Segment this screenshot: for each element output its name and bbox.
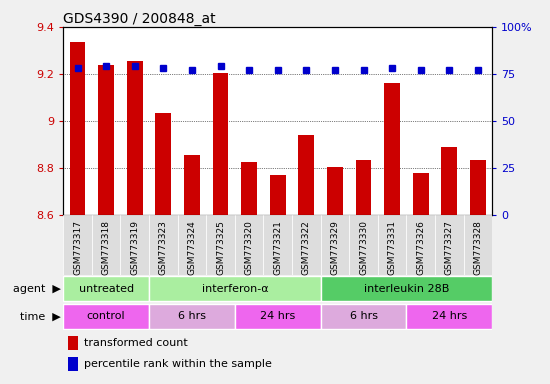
Bar xyxy=(384,83,400,215)
Bar xyxy=(235,304,321,329)
Bar xyxy=(70,42,85,215)
Text: GSM773321: GSM773321 xyxy=(273,220,282,275)
Text: GDS4390 / 200848_at: GDS4390 / 200848_at xyxy=(63,12,216,26)
Bar xyxy=(184,155,200,215)
Text: time  ▶: time ▶ xyxy=(20,311,60,321)
Text: interferon-α: interferon-α xyxy=(201,284,268,294)
Text: untreated: untreated xyxy=(79,284,134,294)
Bar xyxy=(213,73,228,215)
Bar xyxy=(413,173,428,215)
Text: GSM773319: GSM773319 xyxy=(130,220,139,275)
Bar xyxy=(378,215,406,275)
Bar xyxy=(270,175,285,215)
Bar xyxy=(98,65,114,215)
Bar xyxy=(149,276,321,301)
Bar xyxy=(63,276,149,301)
Bar xyxy=(321,276,492,301)
Text: GSM773325: GSM773325 xyxy=(216,220,225,275)
Text: agent  ▶: agent ▶ xyxy=(13,284,60,294)
Bar xyxy=(292,215,321,275)
Bar xyxy=(299,135,314,215)
Bar xyxy=(349,215,378,275)
Bar xyxy=(356,160,371,215)
Bar xyxy=(464,215,492,275)
Text: transformed count: transformed count xyxy=(84,338,188,348)
Bar xyxy=(470,160,486,215)
Bar xyxy=(442,147,457,215)
Text: GSM773323: GSM773323 xyxy=(159,220,168,275)
Text: 6 hrs: 6 hrs xyxy=(350,311,377,321)
Bar xyxy=(68,357,78,371)
Text: GSM773322: GSM773322 xyxy=(302,220,311,275)
Text: GSM773327: GSM773327 xyxy=(445,220,454,275)
Bar xyxy=(68,336,78,349)
Text: GSM773331: GSM773331 xyxy=(388,220,397,275)
Text: percentile rank within the sample: percentile rank within the sample xyxy=(84,359,272,369)
Text: 6 hrs: 6 hrs xyxy=(178,311,206,321)
Text: GSM773330: GSM773330 xyxy=(359,220,368,275)
Text: control: control xyxy=(87,311,125,321)
Bar xyxy=(63,215,92,275)
Bar xyxy=(327,167,343,215)
Bar xyxy=(120,215,149,275)
Bar xyxy=(406,304,492,329)
Bar xyxy=(149,215,178,275)
Bar xyxy=(63,304,149,329)
Bar xyxy=(206,215,235,275)
Text: GSM773317: GSM773317 xyxy=(73,220,82,275)
Bar xyxy=(263,215,292,275)
Bar xyxy=(321,215,349,275)
Bar xyxy=(241,162,257,215)
Text: GSM773318: GSM773318 xyxy=(102,220,111,275)
Text: GSM773320: GSM773320 xyxy=(245,220,254,275)
Bar xyxy=(406,215,435,275)
Bar xyxy=(178,215,206,275)
Text: GSM773328: GSM773328 xyxy=(474,220,482,275)
Bar xyxy=(321,304,406,329)
Text: interleukin 28B: interleukin 28B xyxy=(364,284,449,294)
Text: 24 hrs: 24 hrs xyxy=(432,311,467,321)
Bar xyxy=(127,61,142,215)
Text: GSM773329: GSM773329 xyxy=(331,220,339,275)
Bar xyxy=(156,113,171,215)
Bar xyxy=(235,215,263,275)
Text: GSM773324: GSM773324 xyxy=(188,220,196,275)
Bar xyxy=(149,304,235,329)
Text: GSM773326: GSM773326 xyxy=(416,220,425,275)
Bar xyxy=(92,215,120,275)
Text: 24 hrs: 24 hrs xyxy=(260,311,295,321)
Bar xyxy=(435,215,464,275)
